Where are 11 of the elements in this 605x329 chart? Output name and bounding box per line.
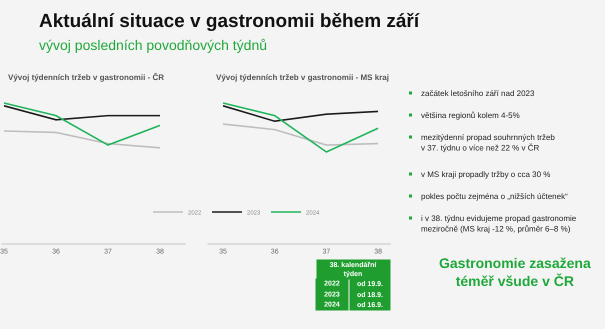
chart-title: Vývoj týdenních tržeb v gastronomii - MS kraj [216, 73, 389, 82]
text: pokles počtu zejména o „nižších účtenek“ [421, 192, 568, 201]
text: v MS kraji propadly tržby o cca 30 % [421, 170, 550, 179]
text: mezitýdenní propad souhrnných tržeb v 37. týdnu o více než 22 % v ČR [421, 133, 556, 152]
text: Gastronomie zasažena téměř všude v ČR [439, 255, 591, 290]
text: Aktuální situace v gastronomii během září [39, 11, 420, 32]
text: vývoj posledních povodňových týdnů [39, 37, 268, 53]
chart-title: Vývoj týdenních tržeb v gastronomii - ČR [8, 72, 164, 82]
text: i v 38. týdnu evidujeme propad gastronomie meziročně (MS kraj -12 %, průměr 6–8 %) [421, 214, 577, 234]
text: začátek letošního září nad 2023 [421, 89, 535, 98]
text: většina regionů kolem 4-5% [421, 111, 520, 120]
